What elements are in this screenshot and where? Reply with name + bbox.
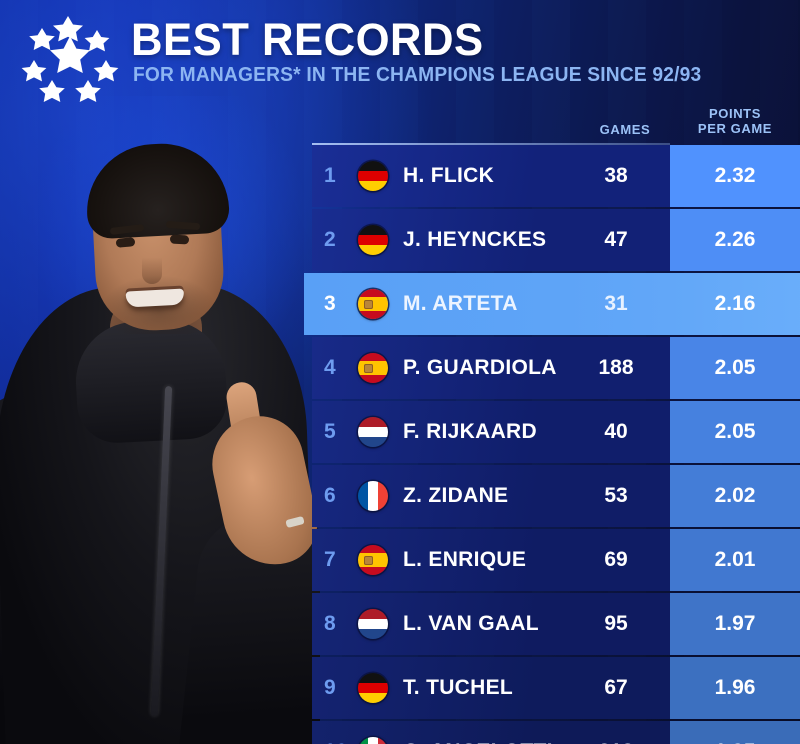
row-points-per-game: 1.96 bbox=[714, 676, 756, 699]
row-games: 47 bbox=[604, 228, 628, 251]
flag-netherlands-icon bbox=[358, 609, 388, 639]
rankings-table: 1 H. FLICK 38 2.32 2 J. HEYNCKES 47 2.26 3 M. ART… bbox=[304, 145, 800, 744]
row-games: 218 bbox=[570, 740, 662, 744]
row-ppg-background bbox=[670, 529, 800, 591]
row-manager-name: P. GUARDIOLA bbox=[403, 356, 557, 379]
row-ppg-background bbox=[670, 465, 800, 527]
row-manager-name: M. ARTETA bbox=[403, 292, 518, 315]
row-rank: 9 bbox=[324, 676, 336, 699]
row-ppg-background bbox=[670, 401, 800, 463]
row-rank: 5 bbox=[324, 420, 336, 443]
row-ppg-background bbox=[670, 337, 800, 399]
row-points-per-game: 2.02 bbox=[714, 484, 756, 507]
column-header-points-per-game: POINTS PER GAME bbox=[670, 106, 800, 136]
table-row[interactable]: 1 H. FLICK 38 2.32 bbox=[312, 145, 800, 207]
flag-spain-icon bbox=[358, 289, 388, 319]
flag-netherlands-icon bbox=[358, 417, 388, 447]
row-manager-name: J. HEYNCKES bbox=[403, 228, 547, 251]
row-ppg-background bbox=[670, 593, 800, 655]
row-games: 67 bbox=[604, 676, 628, 699]
flag-france-icon bbox=[358, 481, 388, 511]
photo-edge-fade bbox=[0, 86, 320, 744]
manager-photo bbox=[0, 86, 320, 744]
row-games: 40 bbox=[604, 420, 628, 443]
table-top-rule bbox=[312, 143, 670, 145]
row-manager-name: T. TUCHEL bbox=[403, 676, 514, 699]
flag-spain-icon bbox=[358, 545, 388, 575]
table-row[interactable]: 3 M. ARTETA 31 2.16 bbox=[304, 273, 800, 335]
photo-nose bbox=[142, 246, 162, 284]
row-manager-name: L. ENRIQUE bbox=[403, 548, 527, 571]
row-ppg-background bbox=[670, 209, 800, 271]
column-header-ppg-line1: POINTS bbox=[709, 106, 761, 121]
flag-germany-icon bbox=[358, 225, 388, 255]
row-points-per-game: 1.97 bbox=[714, 612, 756, 635]
row-rank: 8 bbox=[324, 612, 336, 635]
row-rank: 2 bbox=[324, 228, 336, 251]
row-ppg-background bbox=[670, 273, 800, 335]
row-games: 95 bbox=[604, 612, 628, 635]
uefa-champions-league-starball-icon bbox=[18, 12, 122, 104]
row-manager-name: H. FLICK bbox=[403, 164, 495, 187]
table-row[interactable]: 9 T. TUCHEL 67 1.96 bbox=[312, 657, 800, 719]
row-manager-name: F. RIJKAARD bbox=[403, 420, 537, 443]
table-row[interactable]: 8 L. VAN GAAL 95 1.97 bbox=[312, 593, 800, 655]
row-rank: 1 bbox=[324, 164, 336, 187]
row-rank: 6 bbox=[324, 484, 336, 507]
row-rank: 3 bbox=[324, 292, 336, 315]
flag-germany-icon bbox=[358, 161, 388, 191]
flag-italy-icon bbox=[358, 737, 388, 744]
table-row[interactable]: 2 J. HEYNCKES 47 2.26 bbox=[312, 209, 800, 271]
row-ppg-background bbox=[670, 721, 800, 744]
flag-germany-icon bbox=[358, 673, 388, 703]
row-points-per-game: 2.16 bbox=[714, 292, 756, 315]
row-manager-name: L. VAN GAAL bbox=[403, 612, 539, 635]
row-games: 69 bbox=[604, 548, 628, 571]
table-row[interactable]: 6 Z. ZIDANE 53 2.02 bbox=[312, 465, 800, 527]
row-points-per-game: 2.26 bbox=[714, 228, 756, 251]
row-points-per-game: 2.05 bbox=[714, 356, 756, 379]
row-games: 53 bbox=[604, 484, 628, 507]
row-manager-name: Z. ZIDANE bbox=[403, 484, 509, 507]
row-rank: 10 bbox=[324, 740, 358, 744]
row-ppg-background bbox=[670, 145, 800, 207]
row-games: 31 bbox=[604, 292, 628, 315]
table-row[interactable]: 10 C. ANCELOTTI218 1.95 bbox=[312, 721, 800, 744]
table-row[interactable]: 4 P. GUARDIOLA 188 2.05 bbox=[312, 337, 800, 399]
row-rank: 4 bbox=[324, 356, 336, 379]
row-points-per-game: 2.05 bbox=[714, 420, 756, 443]
row-manager-name: C. ANCELOTTI bbox=[403, 740, 570, 744]
row-games: 38 bbox=[604, 164, 628, 187]
row-rank: 7 bbox=[324, 548, 336, 571]
table-row[interactable]: 7 L. ENRIQUE 69 2.01 bbox=[312, 529, 800, 591]
header: BEST RECORDS FOR MANAGERS* IN THE CHAMPI… bbox=[0, 0, 800, 102]
row-points-per-game: 1.95 bbox=[670, 740, 800, 744]
column-header-ppg-line2: PER GAME bbox=[697, 121, 773, 136]
page-subtitle: FOR MANAGERS* IN THE CHAMPIONS LEAGUE SI… bbox=[133, 64, 702, 86]
row-ppg-background bbox=[670, 657, 800, 719]
row-games: 188 bbox=[598, 356, 634, 379]
page-title: BEST RECORDS bbox=[131, 14, 484, 65]
row-background bbox=[312, 721, 670, 744]
row-points-per-game: 2.32 bbox=[714, 164, 756, 187]
table-row[interactable]: 5 F. RIJKAARD 40 2.05 bbox=[312, 401, 800, 463]
flag-spain-icon bbox=[358, 353, 388, 383]
column-header-games: GAMES bbox=[599, 122, 651, 137]
row-points-per-game: 2.01 bbox=[714, 548, 756, 571]
